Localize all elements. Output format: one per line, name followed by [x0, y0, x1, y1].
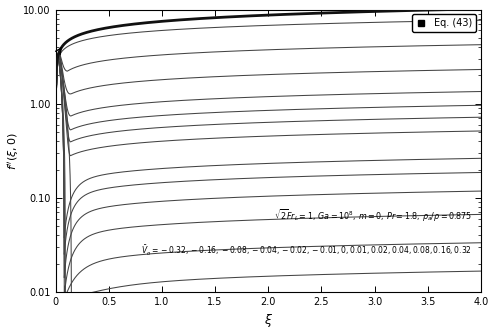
Legend: Eq. (43): Eq. (43) [412, 14, 476, 32]
Text: $\sqrt{2}Fr_L=1,\,Ga=10^8,\,m=0,\,Pr=1.8,\,\rho_a/\rho=0.875$: $\sqrt{2}Fr_L=1,\,Ga=10^8,\,m=0,\,Pr=1.8… [274, 207, 472, 224]
X-axis label: $\xi$: $\xi$ [264, 313, 273, 329]
Y-axis label: $f^{\prime\prime}(\xi,0)$: $f^{\prime\prime}(\xi,0)$ [5, 132, 21, 170]
Text: $\bar{V}_o=-0.32,-0.16,-0.08,-0.04,-0.02,-0.01,0,0.01,0.02,0.04,0.08,0.16,0.32$: $\bar{V}_o=-0.32,-0.16,-0.08,-0.04,-0.02… [141, 244, 472, 258]
